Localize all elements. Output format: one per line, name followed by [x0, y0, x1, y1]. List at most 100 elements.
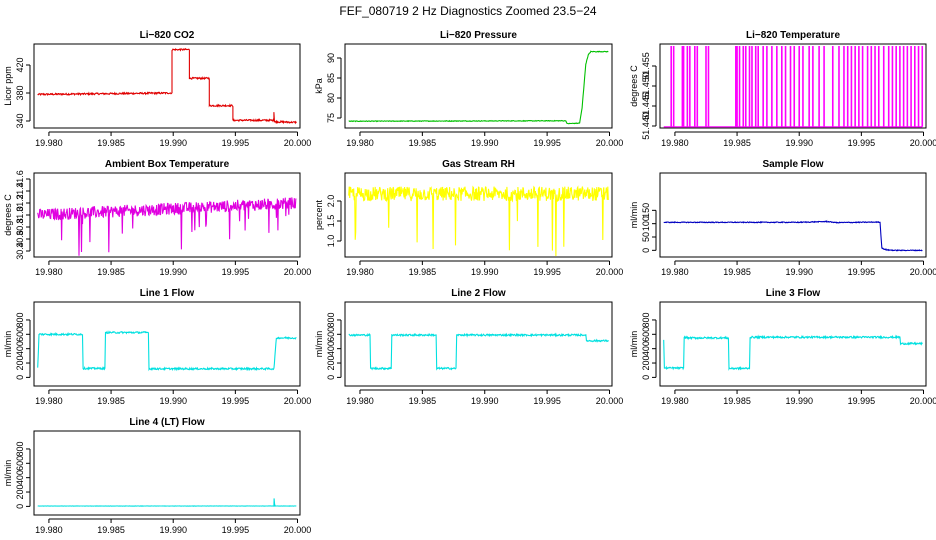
- x-tick-label: 19.985: [97, 138, 125, 148]
- x-tick-label: 19.985: [409, 396, 437, 406]
- x-tick-label: 19.980: [661, 396, 689, 406]
- x-axis: 19.980 19.985 19.990 19.995 20.000: [661, 260, 936, 277]
- x-tick-label: 19.985: [723, 396, 751, 406]
- plot-area: [37, 330, 297, 372]
- y-axis-label: percent: [314, 199, 324, 230]
- y-tick-label: 400: [15, 470, 25, 485]
- plot-area: [663, 46, 924, 128]
- y-axis: 30.430.630.831.031.231.431.6: [15, 170, 31, 260]
- x-tick-label: 19.995: [533, 267, 561, 277]
- y-tick-label: 200: [15, 485, 25, 500]
- x-tick-label: 19.990: [785, 396, 813, 406]
- plot-frame: [33, 172, 301, 258]
- y-tick-label: 51.445: [641, 92, 651, 120]
- series-line: [37, 197, 297, 256]
- x-axis: 19.980 19.985 19.990 19.995 20.000: [346, 389, 624, 406]
- plot-area: [348, 185, 609, 257]
- x-tick-label: 19.990: [471, 267, 499, 277]
- x-tick-label: 19.985: [723, 138, 751, 148]
- y-tick-label: 420: [15, 57, 25, 72]
- y-tick-label: 80: [326, 93, 336, 103]
- x-tick-label: 19.995: [533, 138, 561, 148]
- y-tick-label: 31.2: [15, 194, 25, 212]
- y-tick-label: 0: [326, 375, 336, 380]
- x-tick-label: 19.985: [97, 525, 125, 535]
- y-tick-label: 800: [15, 312, 25, 327]
- y-tick-label: 0: [15, 375, 25, 380]
- x-tick-label: 19.995: [848, 138, 876, 148]
- y-tick-label: 1.0: [326, 235, 336, 248]
- plot-area: [37, 197, 297, 256]
- y-tick-label: 600: [15, 456, 25, 471]
- panel-title: Li−820 CO2: [140, 30, 195, 41]
- x-axis: 19.980 19.985 19.990 19.995 20.000: [346, 131, 623, 148]
- series-line: [663, 219, 923, 252]
- x-axis: 19.980 19.985 19.990 19.995 20.000: [661, 389, 936, 406]
- y-tick-label: 30.8: [15, 218, 25, 236]
- y-tick-label: 200: [326, 356, 336, 371]
- panel-title: Gas Stream RH: [442, 159, 515, 170]
- plot-frame: [659, 43, 927, 129]
- panel-title: Line 4 (LT) Flow: [129, 417, 205, 428]
- x-tick-label: 19.985: [409, 138, 437, 148]
- x-tick-label: 19.980: [35, 267, 63, 277]
- x-tick-label: 19.985: [723, 267, 751, 277]
- y-axis: 75 80 85 90: [326, 53, 342, 123]
- y-axis-label: ml/min: [3, 331, 13, 358]
- y-tick-label: 400: [15, 341, 25, 356]
- x-tick-label: 19.995: [848, 396, 876, 406]
- x-tick-label: 19.990: [159, 396, 187, 406]
- plot-frame: [344, 172, 613, 258]
- panel-10: Line 4 (LT) Flow ml/min 19.980 19.985 19.990…: [3, 417, 311, 535]
- y-tick-label: 200: [641, 356, 651, 371]
- series-line: [37, 498, 297, 507]
- x-tick-label: 20.000: [910, 267, 936, 277]
- y-tick-label: 90: [326, 53, 336, 63]
- x-tick-label: 19.990: [471, 396, 499, 406]
- x-tick-label: 20.000: [596, 396, 624, 406]
- x-tick-label: 19.985: [97, 267, 125, 277]
- plot-frame: [344, 301, 613, 387]
- panel-title: Sample Flow: [762, 159, 823, 170]
- plot-area: [348, 50, 609, 125]
- y-tick-label: 31.0: [15, 206, 25, 224]
- y-tick-label: 800: [15, 441, 25, 456]
- y-tick-label: 51.455: [641, 52, 651, 80]
- x-tick-label: 19.980: [35, 138, 63, 148]
- x-tick-label: 19.985: [409, 267, 437, 277]
- y-axis-label: ml/min: [314, 331, 324, 358]
- x-tick-label: 19.995: [222, 525, 250, 535]
- x-tick-label: 20.000: [596, 267, 624, 277]
- series-line: [348, 50, 609, 125]
- series-line: [348, 185, 609, 257]
- panel-6: Sample Flow ml/min 19.980 19.985 19.990 19.99…: [629, 159, 936, 277]
- y-tick-label: 600: [15, 327, 25, 342]
- y-tick-label: 2.0: [326, 195, 336, 208]
- x-tick-label: 19.980: [35, 525, 63, 535]
- figure-title: FEF_080719 2 Hz Diagnostics Zoomed 23.5−…: [339, 4, 596, 18]
- y-tick-label: 380: [15, 85, 25, 100]
- x-tick-label: 19.990: [471, 138, 499, 148]
- y-tick-label: 800: [326, 312, 336, 327]
- y-tick-label: 0: [15, 504, 25, 509]
- plot-area: [348, 332, 609, 371]
- panel-7: Line 1 Flow ml/min 19.980 19.985 19.990 19.99…: [3, 288, 311, 406]
- plot-area: [663, 334, 923, 371]
- y-tick-label: 51.450: [641, 72, 651, 100]
- y-tick-label: 30.6: [15, 230, 25, 248]
- x-tick-label: 19.980: [661, 138, 689, 148]
- x-tick-label: 19.980: [346, 396, 374, 406]
- panel-title: Line 2 Flow: [451, 288, 506, 299]
- y-axis-label: ml/min: [629, 331, 639, 358]
- y-axis: 340 380 420: [15, 57, 31, 129]
- x-tick-label: 19.995: [222, 396, 250, 406]
- x-tick-label: 20.000: [910, 138, 936, 148]
